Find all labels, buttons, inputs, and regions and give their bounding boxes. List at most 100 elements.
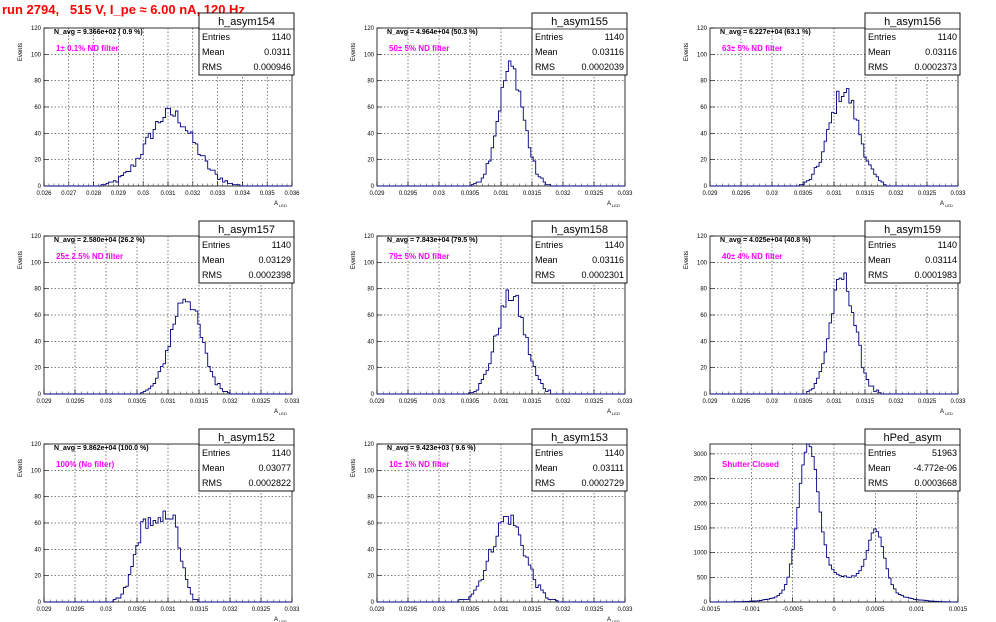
x-tick-label: 0.0305 xyxy=(461,191,480,197)
stats-mean-value: 0.03116 xyxy=(925,47,957,57)
x-axis-label-sub: LED xyxy=(612,411,620,416)
y-tick-label: 60 xyxy=(700,105,707,111)
y-tick-label: 0 xyxy=(704,184,708,190)
x-tick-label: 0.03 xyxy=(766,399,778,405)
histogram-line xyxy=(710,272,958,395)
x-tick-label: 0.0325 xyxy=(918,191,937,197)
stats-rms-label: RMS xyxy=(202,62,222,72)
x-tick-label: 0.0315 xyxy=(190,607,209,613)
stats-mean-label: Mean xyxy=(535,463,558,473)
x-tick-label: 0.032 xyxy=(888,399,904,405)
y-tick-label: 100 xyxy=(697,52,708,58)
x-tick-label: -0.0015 xyxy=(700,607,721,613)
y-tick-label: 20 xyxy=(367,574,374,580)
x-axis-label: A xyxy=(274,617,278,622)
x-tick-label: 0.03 xyxy=(137,191,149,197)
x-tick-label: 0.029 xyxy=(369,191,385,197)
y-tick-label: 80 xyxy=(34,287,41,293)
stats-mean-label: Mean xyxy=(202,47,225,57)
navg-label: N_avg = 9.862e+04 (100.0 %) xyxy=(54,445,149,452)
x-tick-label: 0.032 xyxy=(555,607,571,613)
y-tick-label: 80 xyxy=(34,495,41,501)
stats-title: h_asym154 xyxy=(218,16,275,28)
histogram-line xyxy=(44,298,292,395)
x-tick-label: 0.033 xyxy=(950,191,966,197)
x-tick-label: 0.026 xyxy=(36,191,52,197)
stats-entries-value: 1140 xyxy=(272,448,291,458)
stats-mean-label: Mean xyxy=(202,463,225,473)
x-tick-label: 0.03 xyxy=(100,399,112,405)
y-tick-label: 80 xyxy=(367,287,374,293)
y-tick-label: 40 xyxy=(700,131,707,137)
stats-box xyxy=(531,428,628,492)
stats-mean-value: 0.03077 xyxy=(258,463,291,473)
y-tick-label: 20 xyxy=(367,158,374,164)
x-tick-label: 0.0325 xyxy=(252,607,271,613)
stats-entries-label: Entries xyxy=(202,448,231,458)
stats-box xyxy=(198,428,295,492)
y-tick-label: 100 xyxy=(697,260,708,266)
stats-mean-label: Mean xyxy=(868,47,891,57)
stats-mean-label: Mean xyxy=(202,255,225,265)
y-tick-label: 20 xyxy=(700,366,707,372)
x-tick-label: 0.032 xyxy=(555,399,571,405)
x-tick-label: 0.029 xyxy=(369,399,385,405)
histogram-line xyxy=(377,60,625,187)
stats-box xyxy=(531,12,628,76)
y-axis-label: Events xyxy=(18,459,24,477)
y-tick-label: 80 xyxy=(34,79,41,85)
panel-h_asym156: 0.029 0.0295 0.03 0.0305 0.031 0.0315 0.032 0.0… xyxy=(684,12,966,208)
y-tick-label: 60 xyxy=(367,521,374,527)
navg-label: N_avg = 6.227e+04 (63.1 %) xyxy=(720,29,811,36)
y-tick-label: 60 xyxy=(34,105,41,111)
x-tick-label: 0.0315 xyxy=(190,399,209,405)
stats-entries-label: Entries xyxy=(868,448,897,458)
stats-mean-value: 0.03114 xyxy=(925,255,957,265)
x-tick-label: 0.0295 xyxy=(399,607,418,613)
histogram-line xyxy=(377,289,625,395)
x-axis-label: A xyxy=(940,201,944,207)
y-axis-label: Events xyxy=(18,43,24,61)
stats-rms-value: 0.0003668 xyxy=(914,478,957,488)
y-tick-label: 20 xyxy=(34,574,41,580)
stats-title: h_asym158 xyxy=(551,224,608,236)
x-tick-label: 0.0325 xyxy=(585,607,604,613)
x-tick-label: 0.03 xyxy=(100,607,112,613)
stats-box xyxy=(864,220,961,284)
stats-rms-label: RMS xyxy=(535,62,555,72)
stats-rms-label: RMS xyxy=(868,478,888,488)
x-axis-label-sub: LED xyxy=(279,411,287,416)
y-tick-label: 120 xyxy=(364,26,375,32)
x-tick-label: 0 xyxy=(832,607,836,613)
filter-annotation: Shutter Closed xyxy=(722,460,779,469)
stats-box xyxy=(864,428,961,492)
y-axis-label: Events xyxy=(351,43,357,61)
y-axis-label: Events xyxy=(684,251,690,269)
x-tick-label: 0.031 xyxy=(493,399,509,405)
x-tick-label: 0.031 xyxy=(160,191,176,197)
x-tick-label: 0.0325 xyxy=(585,399,604,405)
panel-h_asym159: 0.029 0.0295 0.03 0.0305 0.031 0.0315 0.032 0.0… xyxy=(684,220,966,416)
y-tick-label: 120 xyxy=(31,26,42,32)
stats-rms-label: RMS xyxy=(202,478,222,488)
y-tick-label: 40 xyxy=(367,131,374,137)
filter-annotation: 100% (No filter) xyxy=(56,460,115,469)
filter-annotation: 79± 5% ND filter xyxy=(389,252,449,261)
stats-entries-value: 1140 xyxy=(938,240,957,250)
x-axis-label-sub: LED xyxy=(279,619,287,622)
x-tick-label: 0.0325 xyxy=(585,191,604,197)
y-tick-label: 120 xyxy=(364,442,375,448)
x-axis-label: A xyxy=(274,201,278,207)
stats-title: h_asym155 xyxy=(551,16,608,28)
x-tick-label: 0.0305 xyxy=(461,399,480,405)
x-axis-label: A xyxy=(607,617,611,622)
x-axis-label-sub: LED xyxy=(945,203,953,208)
stats-rms-value: 0.0002398 xyxy=(248,270,291,280)
stats-entries-value: 1140 xyxy=(272,32,291,42)
stats-mean-value: 0.03116 xyxy=(592,255,624,265)
navg-label: N_avg = 4.025e+04 (40.8 %) xyxy=(720,237,811,244)
stats-entries-value: 1140 xyxy=(605,448,624,458)
x-tick-label: 0.0295 xyxy=(732,399,751,405)
x-tick-label: 0.033 xyxy=(284,399,300,405)
